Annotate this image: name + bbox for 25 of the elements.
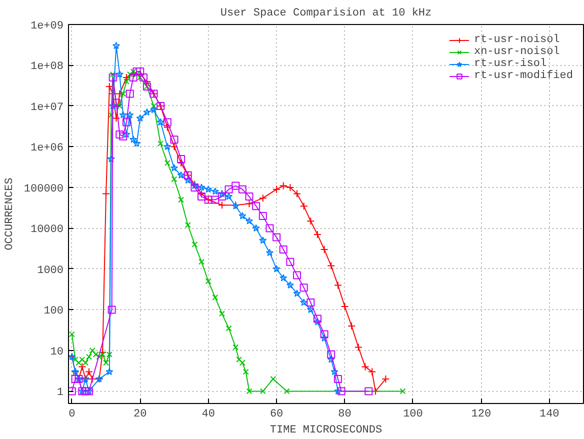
- y-tick-label: 1e+06: [30, 142, 64, 155]
- y-tick-label: 1e+07: [30, 102, 64, 114]
- x-tick-label: 120: [471, 408, 492, 420]
- legend-label: xn-usr-noisol: [474, 46, 560, 58]
- legend-label: rt-usr-isol: [474, 58, 547, 70]
- x-tick-label: 0: [68, 408, 76, 420]
- x-tick-label: 60: [270, 408, 284, 420]
- x-axis-title: TIME MICROSECONDS: [270, 424, 383, 436]
- legend-label: rt-usr-modified: [474, 70, 573, 82]
- chart-title: User Space Comparision at 10 kHz: [220, 8, 432, 20]
- x-tick-label: 20: [134, 408, 147, 420]
- x-tick-label: 80: [338, 408, 352, 420]
- y-axis-title: OCCURRENCES: [4, 177, 16, 250]
- x-tick-label: 140: [539, 408, 560, 420]
- y-tick-label: 10000: [30, 224, 64, 236]
- legend-label: rt-usr-noisol: [474, 34, 560, 46]
- x-tick-label: 40: [202, 408, 215, 420]
- y-tick-label: 100000: [24, 183, 64, 196]
- y-tick-label: 1000: [37, 264, 64, 277]
- y-tick-label: 1e+09: [30, 20, 64, 32]
- y-tick-label: 10: [50, 346, 64, 358]
- y-tick-label: 1e+08: [30, 61, 64, 74]
- x-tick-label: 100: [403, 408, 423, 420]
- y-tick-label: 1: [56, 387, 64, 400]
- y-tick-label: 100: [44, 306, 64, 318]
